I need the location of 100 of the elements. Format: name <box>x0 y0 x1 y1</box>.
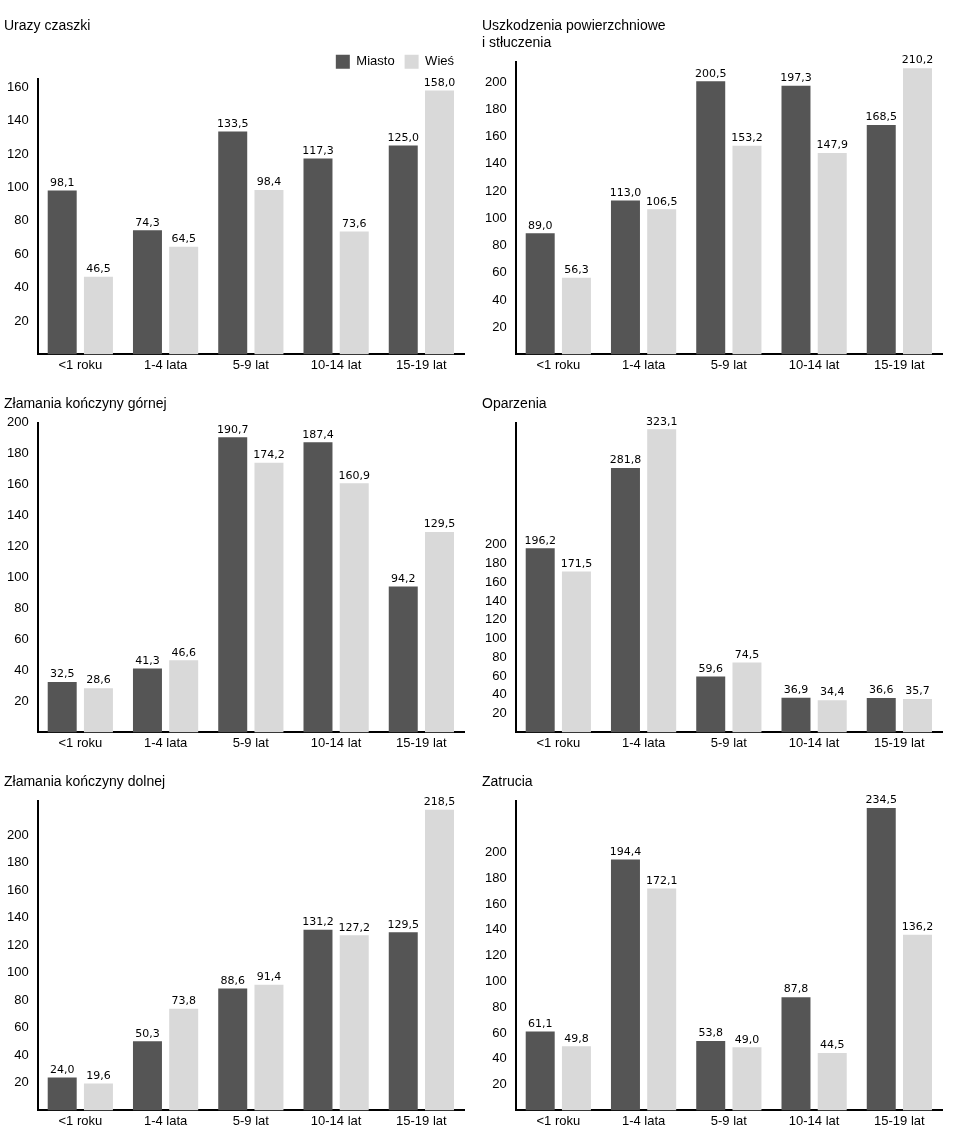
bar <box>339 483 369 733</box>
x-tick-label: 10-14 lat <box>788 734 840 750</box>
y-tick-label: 100 <box>6 569 29 585</box>
y-tick-label: 80 <box>492 648 507 664</box>
data-label: 218,5 <box>423 795 456 809</box>
bar <box>132 668 162 733</box>
x-tick-label: 5-9 lat <box>710 356 748 372</box>
y-tick-label: 20 <box>14 1074 29 1090</box>
data-label: 24,0 <box>49 1062 75 1076</box>
x-tick-label: 5-9 lat <box>232 356 270 372</box>
x-tick-label: 5-9 lat <box>232 1112 270 1128</box>
data-label: 64,5 <box>171 232 196 246</box>
y-tick-label: 80 <box>492 237 507 253</box>
bar <box>83 688 113 733</box>
bar <box>254 462 284 733</box>
data-label: 53,8 <box>698 1026 723 1040</box>
y-tick-label: 100 <box>6 178 29 194</box>
data-label: 34,4 <box>819 685 845 699</box>
bar <box>561 571 591 733</box>
y-tick-label: 120 <box>484 611 507 627</box>
y-tick-label: 200 <box>484 73 507 89</box>
chart-title: Złamania kończyny dolnej <box>4 773 166 790</box>
y-tick-label: 140 <box>484 921 507 937</box>
bar <box>303 158 333 355</box>
bar <box>561 1046 591 1111</box>
y-tick-label: 60 <box>492 264 507 280</box>
data-label: 74,5 <box>734 647 760 661</box>
bar <box>902 934 932 1111</box>
y-tick-label: 160 <box>6 881 29 897</box>
chart-title: Oparzenia <box>482 395 547 412</box>
y-tick-label: 80 <box>14 212 29 228</box>
data-label: 91,4 <box>256 969 282 983</box>
data-label: 61,1 <box>527 1016 553 1030</box>
y-tick-label: 120 <box>6 936 29 952</box>
y-tick-label: 180 <box>484 555 507 571</box>
data-label: 88,6 <box>220 973 245 987</box>
data-label: 172,1 <box>645 873 678 887</box>
data-label: 190,7 <box>216 422 249 436</box>
x-tick-label: 1-4 lata <box>143 734 189 750</box>
x-tick-label: 15-19 lat <box>874 356 926 372</box>
data-label: 129,5 <box>423 517 456 531</box>
y-tick-label: 40 <box>492 291 507 307</box>
y-tick-label: 180 <box>484 869 507 885</box>
x-tick-label: 5-9 lat <box>232 734 270 750</box>
y-tick-label: 140 <box>6 909 29 925</box>
bar <box>525 548 555 733</box>
x-tick-label: <1 roku <box>536 356 581 372</box>
data-label: 41,3 <box>135 653 160 667</box>
data-label: 147,9 <box>816 138 848 152</box>
x-tick-label: <1 roku <box>536 1112 581 1128</box>
x-tick-label: 1-4 lata <box>143 1112 189 1128</box>
x-tick-label: 5-9 lat <box>710 1112 748 1128</box>
y-tick-label: 100 <box>484 209 507 225</box>
bar <box>696 1041 726 1111</box>
x-tick-label: <1 roku <box>58 734 103 750</box>
y-tick-label: 180 <box>484 100 507 116</box>
y-tick-label: 160 <box>484 128 507 144</box>
bar <box>132 230 162 355</box>
x-tick-label: 15-19 lat <box>874 734 926 750</box>
data-label: 129,5 <box>387 917 419 931</box>
y-tick-label: 20 <box>492 1076 507 1092</box>
bar <box>83 1083 113 1111</box>
bar <box>647 429 677 733</box>
x-tick-label: 1-4 lata <box>621 734 667 750</box>
data-label: 73,6 <box>341 216 367 230</box>
bar <box>610 859 640 1111</box>
y-tick-label: 60 <box>14 631 29 647</box>
data-label: 168,5 <box>865 110 897 124</box>
bar <box>866 698 896 733</box>
x-tick-label: 1-4 lata <box>143 356 189 372</box>
y-tick-label: 20 <box>492 318 507 334</box>
y-tick-label: 140 <box>484 155 507 171</box>
y-tick-label: 160 <box>6 476 29 492</box>
data-label: 98,1 <box>49 175 75 189</box>
y-tick-label: 200 <box>484 536 507 552</box>
y-tick-label: 80 <box>492 998 507 1014</box>
data-label: 36,9 <box>783 683 809 697</box>
bar <box>169 660 199 733</box>
data-label: 50,3 <box>135 1026 160 1040</box>
bar <box>647 888 677 1111</box>
data-label: 19,6 <box>86 1068 111 1082</box>
data-label: 74,3 <box>135 215 160 229</box>
bar <box>696 81 726 355</box>
data-label: 133,5 <box>216 116 249 130</box>
y-tick-label: 140 <box>6 507 29 523</box>
y-tick-label: 100 <box>6 964 29 980</box>
x-tick-label: 10-14 lat <box>310 734 362 750</box>
y-tick-label: 60 <box>14 245 29 261</box>
y-tick-label: 180 <box>6 854 29 870</box>
x-tick-label: 10-14 lat <box>788 356 840 372</box>
chart-title: Uszkodzenia powierzchniowe i stłuczenia <box>482 17 666 51</box>
bar <box>732 1047 762 1111</box>
bar <box>218 988 248 1111</box>
data-label: 73,8 <box>171 994 196 1008</box>
bar <box>339 231 369 355</box>
x-tick-label: 15-19 lat <box>396 356 448 372</box>
x-tick-label: 15-19 lat <box>874 1112 926 1128</box>
data-label: 174,2 <box>253 448 285 462</box>
data-label: 98,4 <box>256 175 282 189</box>
bar <box>610 468 640 733</box>
